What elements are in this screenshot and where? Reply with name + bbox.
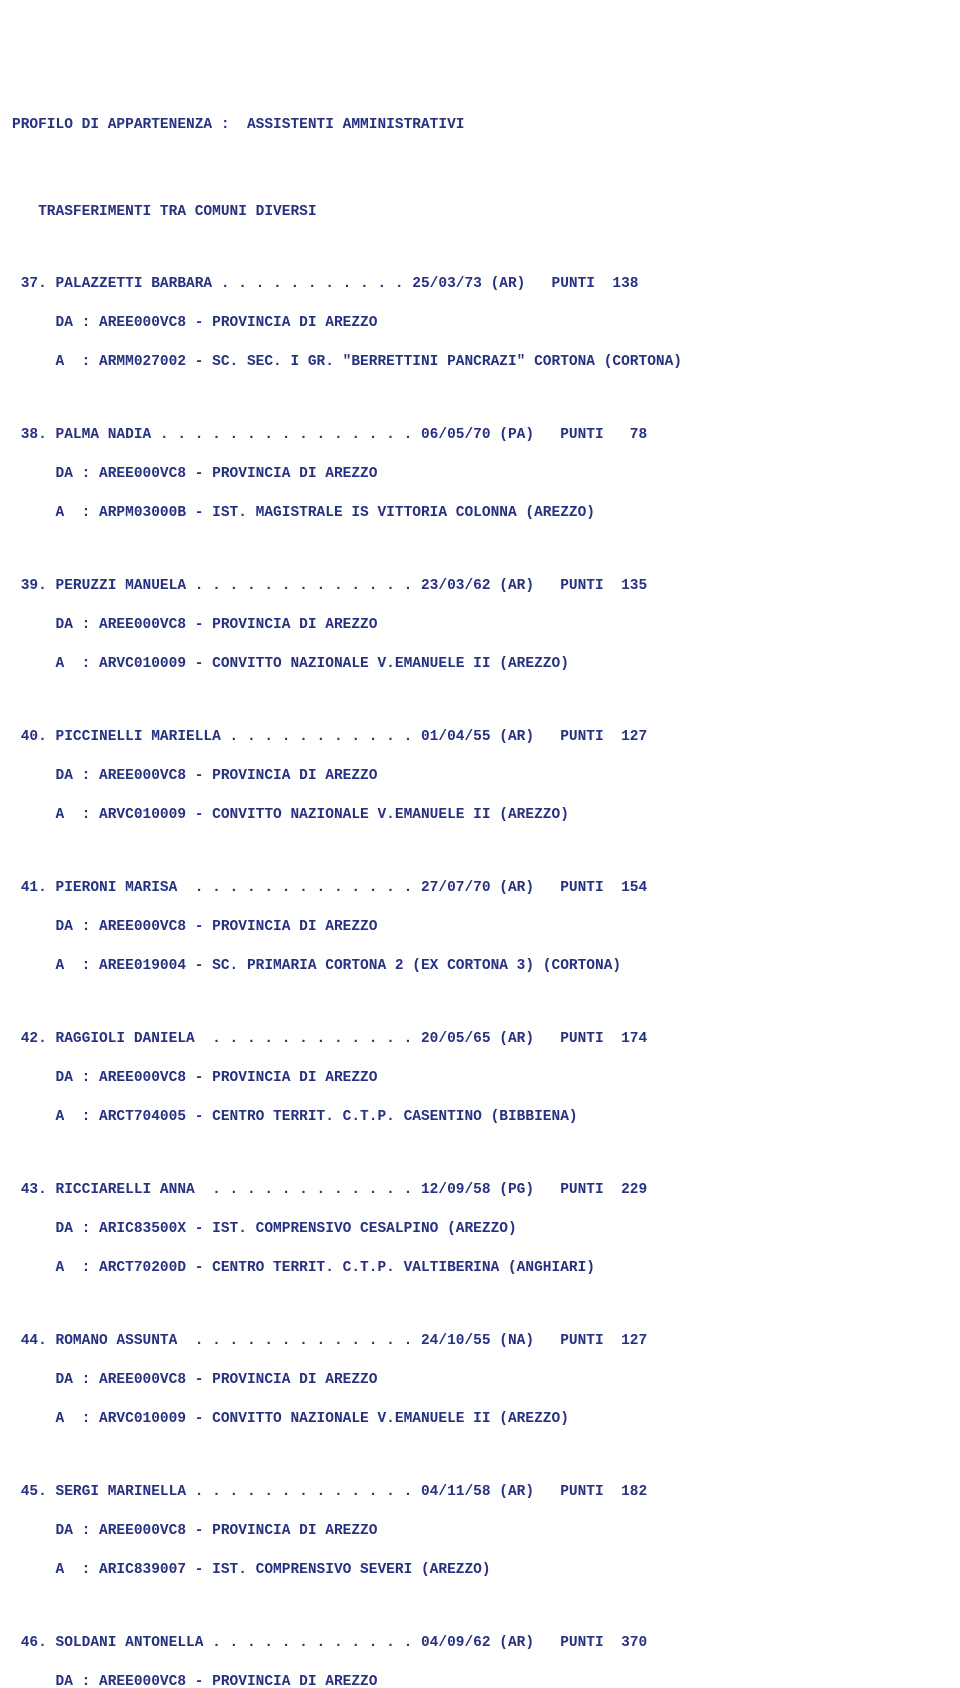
entry-38-line1: 38. PALMA NADIA . . . . . . . . . . . . … [12,426,948,446]
entry-46-line2: DA : AREE000VC8 - PROVINCIA DI AREZZO [12,1673,948,1688]
entry-37-line2: DA : AREE000VC8 - PROVINCIA DI AREZZO [12,314,948,334]
entry-38-line3: A : ARPM03000B - IST. MAGISTRALE IS VITT… [12,504,948,524]
entry-37-line3: A : ARMM027002 - SC. SEC. I GR. "BERRETT… [12,353,948,373]
entry-45-line2: DA : AREE000VC8 - PROVINCIA DI AREZZO [12,1522,948,1542]
entry-40-line1: 40. PICCINELLI MARIELLA . . . . . . . . … [12,728,948,748]
entry-37-line1: 37. PALAZZETTI BARBARA . . . . . . . . .… [12,275,948,295]
entry-42-line2: DA : AREE000VC8 - PROVINCIA DI AREZZO [12,1069,948,1089]
entry-41-line2: DA : AREE000VC8 - PROVINCIA DI AREZZO [12,918,948,938]
entry-44-line2: DA : AREE000VC8 - PROVINCIA DI AREZZO [12,1371,948,1391]
entry-45-line3: A : ARIC839007 - IST. COMPRENSIVO SEVERI… [12,1561,948,1581]
entry-46-line1: 46. SOLDANI ANTONELLA . . . . . . . . . … [12,1634,948,1654]
entry-43-line3: A : ARCT70200D - CENTRO TERRIT. C.T.P. V… [12,1259,948,1279]
entry-43-line1: 43. RICCIARELLI ANNA . . . . . . . . . .… [12,1181,948,1201]
document-root: PROFILO DI APPARTENENZA : ASSISTENTI AMM… [12,96,948,1688]
entry-44-line1: 44. ROMANO ASSUNTA . . . . . . . . . . .… [12,1332,948,1352]
entry-43-line2: DA : ARIC83500X - IST. COMPRENSIVO CESAL… [12,1220,948,1240]
entry-45-line1: 45. SERGI MARINELLA . . . . . . . . . . … [12,1483,948,1503]
profile-line: PROFILO DI APPARTENENZA : ASSISTENTI AMM… [12,116,948,136]
section-line: TRASFERIMENTI TRA COMUNI DIVERSI [12,203,948,223]
entry-38-line2: DA : AREE000VC8 - PROVINCIA DI AREZZO [12,465,948,485]
entry-42-line1: 42. RAGGIOLI DANIELA . . . . . . . . . .… [12,1030,948,1050]
entry-41-line1: 41. PIERONI MARISA . . . . . . . . . . .… [12,879,948,899]
entry-39-line3: A : ARVC010009 - CONVITTO NAZIONALE V.EM… [12,655,948,675]
entry-40-line3: A : ARVC010009 - CONVITTO NAZIONALE V.EM… [12,806,948,826]
entry-44-line3: A : ARVC010009 - CONVITTO NAZIONALE V.EM… [12,1410,948,1430]
entry-41-line3: A : AREE019004 - SC. PRIMARIA CORTONA 2 … [12,957,948,977]
entry-42-line3: A : ARCT704005 - CENTRO TERRIT. C.T.P. C… [12,1108,948,1128]
entry-40-line2: DA : AREE000VC8 - PROVINCIA DI AREZZO [12,767,948,787]
entry-39-line1: 39. PERUZZI MANUELA . . . . . . . . . . … [12,577,948,597]
entry-39-line2: DA : AREE000VC8 - PROVINCIA DI AREZZO [12,616,948,636]
